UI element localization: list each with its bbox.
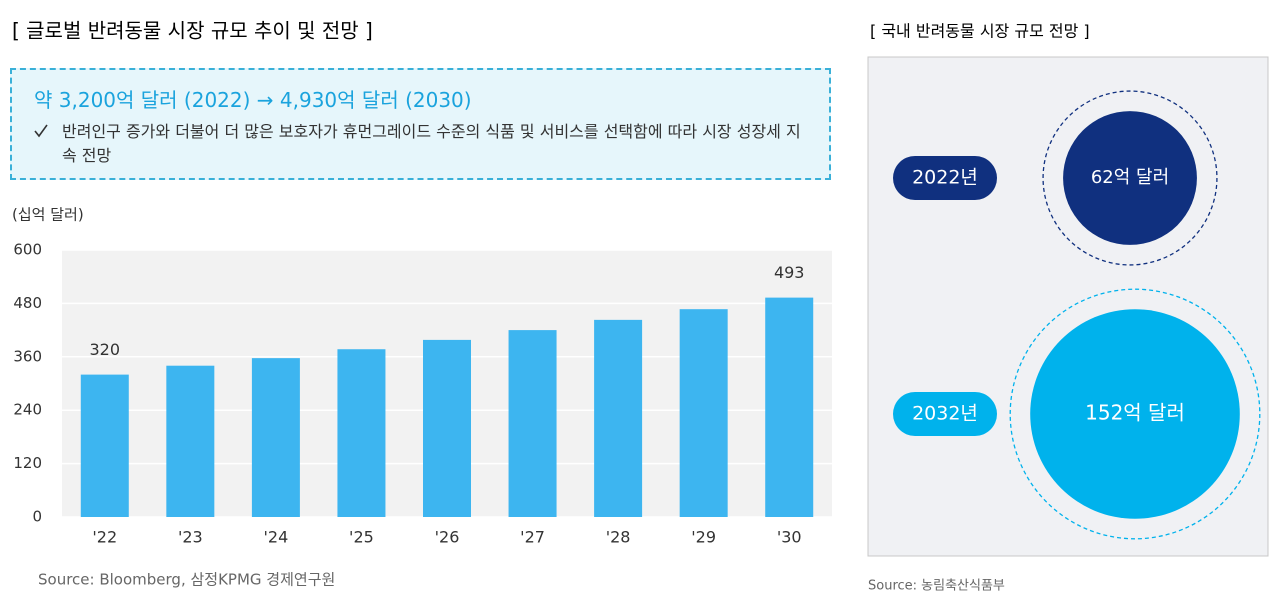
year-pill [893,392,997,436]
year-pill [893,156,997,200]
bar [508,330,557,517]
bubble [1030,309,1240,519]
bar [765,297,814,517]
x-tick-label: '22 [92,528,117,547]
x-tick-label: '23 [178,528,203,547]
callout: 약 3,200억 달러 (2022) → 4,930억 달러 (2030) 반려… [10,68,831,180]
x-tick-label: '26 [435,528,460,547]
bar [423,339,471,517]
x-tick-label: '30 [777,528,802,547]
value-label: 62억 달러 [1091,167,1169,188]
bar [594,319,643,517]
bubble [1063,111,1197,245]
headline: 약 3,200억 달러 (2022) → 4,930억 달러 (2030) [34,88,472,112]
panel-title: [ 국내 반려동물 시장 규모 전망 ] [870,22,1090,41]
year-label: 2022년 [912,167,978,189]
x-tick-label: '27 [520,528,545,547]
x-tick-label: '28 [606,528,631,547]
source: Source: 농림축산식품부 [868,579,1005,594]
bar [251,358,300,517]
year-label: 2032년 [912,403,978,425]
source: Source: Bloomberg, 삼정KPMG 경제연구원 [38,571,335,589]
bar [166,365,215,517]
bar [679,309,728,517]
note: 반려인구 증가와 더불어 더 많은 보호자가 휴먼그레이드 수준의 식품 및 서… [62,122,801,165]
bar [337,349,386,517]
x-tick-label: '24 [264,528,289,547]
chart-title: [ 글로벌 반려동물 시장 규모 추이 및 전망 ] [12,19,373,43]
y-tick-label: 360 [13,347,42,365]
y-tick-label: 240 [13,401,42,419]
y-axis-label: (십억 달러) [12,206,84,224]
value-label: 493 [774,263,805,282]
value-label: 320 [90,340,121,359]
y-tick-label: 480 [13,294,42,312]
x-tick-label: '25 [349,528,374,547]
check-icon [34,124,48,138]
y-tick-label: 0 [32,508,42,526]
y-tick-label: 600 [13,241,42,259]
y-tick-label: 120 [13,454,42,472]
bar [80,374,129,517]
x-tick-label: '29 [691,528,716,547]
value-label: 152억 달러 [1085,401,1185,425]
bubble-ring [1009,288,1261,540]
bubble-ring [1042,90,1218,266]
